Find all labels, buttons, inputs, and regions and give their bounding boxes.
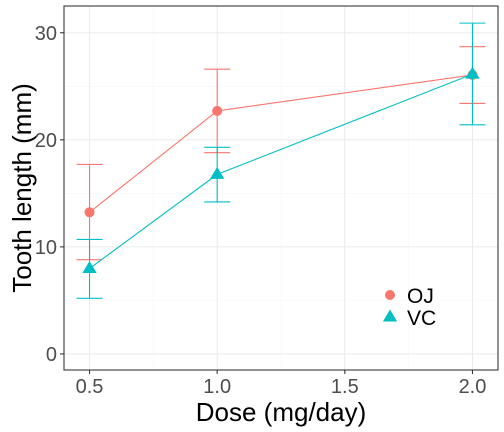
legend-item-vc: VC (382, 307, 436, 330)
y-tick-label: 20 (35, 130, 57, 152)
legend-key (382, 309, 398, 322)
data-point (84, 207, 95, 218)
legend-item-oj: OJ (385, 285, 434, 308)
legend-key (385, 290, 395, 300)
data-point (82, 261, 97, 274)
series-layer (76, 22, 486, 299)
data-point (212, 105, 223, 116)
legend-label: OJ (407, 285, 434, 308)
legend-label: VC (407, 307, 436, 330)
y-tick-label: 0 (46, 344, 57, 366)
axes: 0 10 20 30 0.5 1.0 1.5 2.0 (35, 23, 487, 398)
data-point (210, 166, 225, 179)
data-point (465, 66, 480, 79)
x-axis-title: Dose (mg/day) (196, 397, 367, 427)
x-tick-label: 1.0 (203, 376, 231, 398)
y-tick-label: 30 (35, 23, 57, 45)
y-tick-label: 10 (35, 237, 57, 259)
x-tick-label: 2.0 (459, 376, 487, 398)
y-axis-title: Tooth length (mm) (7, 83, 37, 293)
panel-border (63, 5, 499, 371)
x-tick-label: 1.5 (331, 376, 359, 398)
x-tick-label: 0.5 (76, 376, 104, 398)
series-vc (76, 22, 486, 299)
